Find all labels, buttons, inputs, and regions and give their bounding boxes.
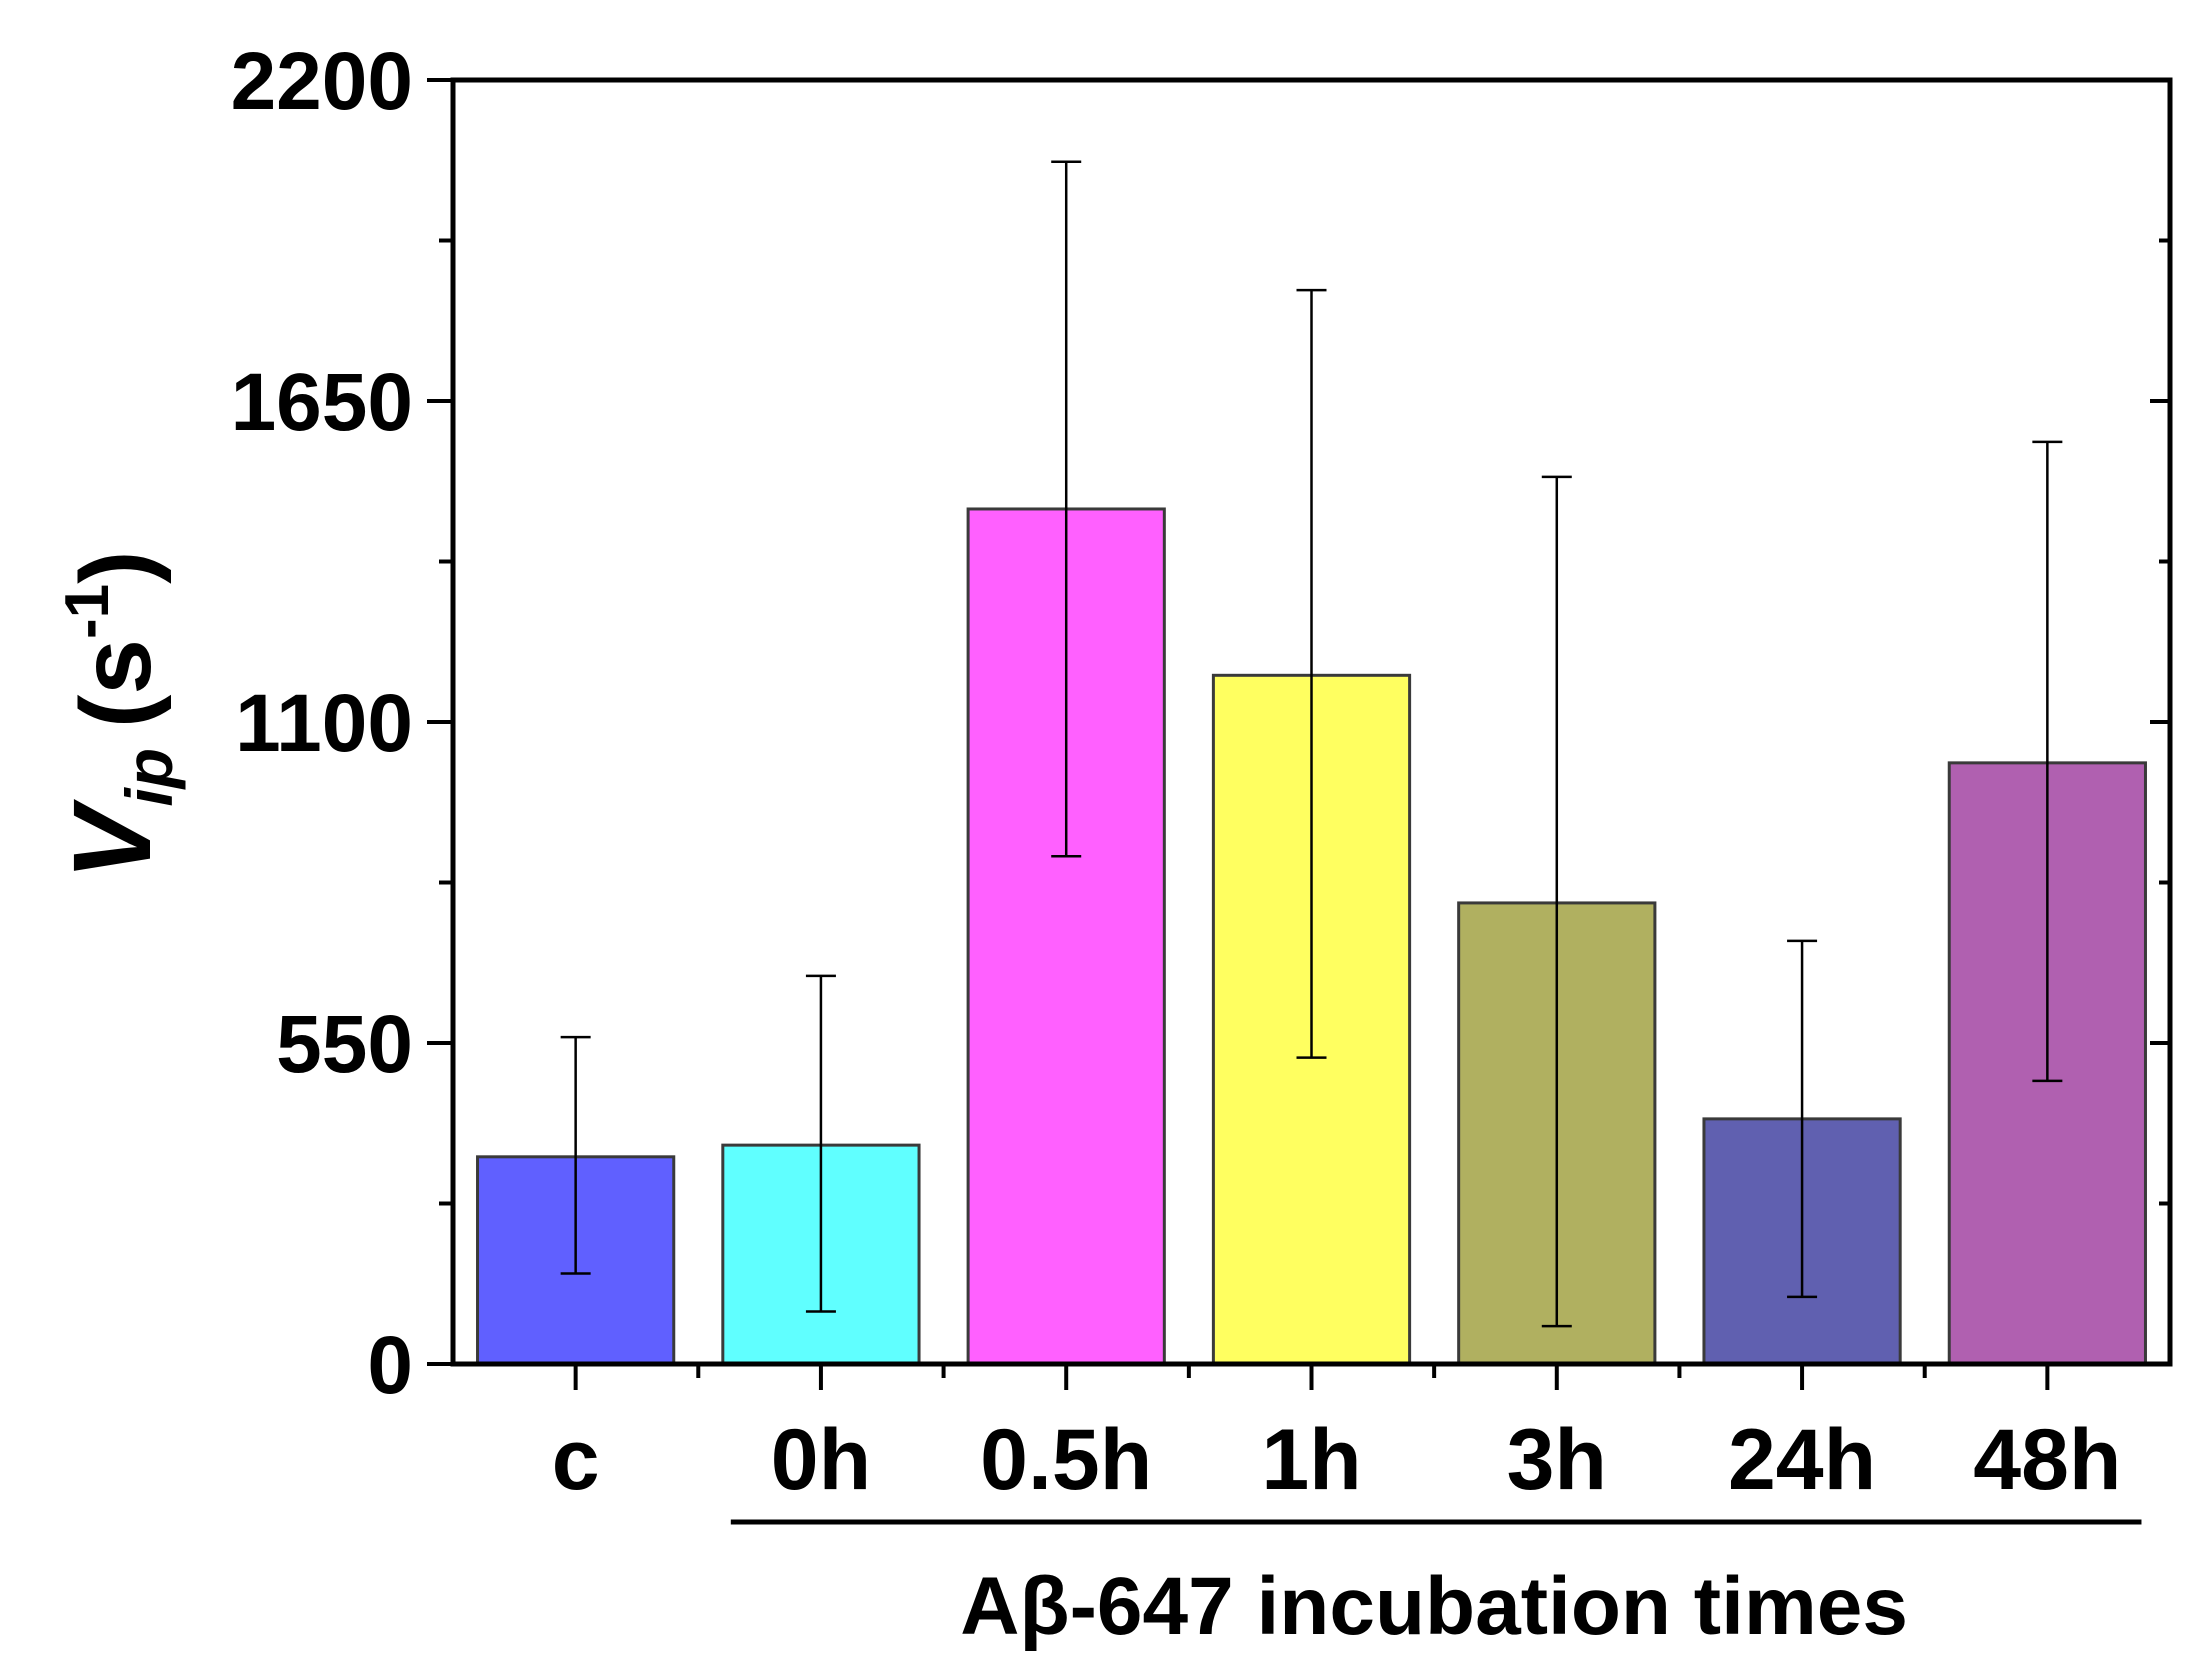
x-tick-label-48h: 48h: [1973, 1412, 2121, 1508]
x-tick-label-1h: 1h: [1261, 1412, 1361, 1508]
error-bar-48h: [2032, 440, 2063, 1083]
y-label-unit-sup: -1: [53, 584, 122, 639]
y-label-unit-close: ): [60, 551, 172, 584]
y-axis-label: Vip (s-1): [51, 551, 186, 880]
y-label-sub: ip: [112, 748, 186, 807]
error-bar-24h: [1787, 939, 1818, 1299]
x-tick-label-c: c: [552, 1412, 600, 1508]
y-tick-label-1100: 1100: [235, 678, 413, 769]
x-tick-label-24h: 24h: [1728, 1412, 1876, 1508]
error-bar-0h: [805, 974, 836, 1313]
error-bars: [560, 160, 2063, 1328]
y-tick-label-0: 0: [367, 1320, 413, 1411]
axes: c 0h 0.5h 1h 3h 24h 48h 0 550 1100 1650 2200: [231, 36, 2170, 1508]
x-axis-label: Aβ-647 incubation times: [960, 1561, 1908, 1652]
error-bar-1h: [1296, 288, 1327, 1059]
error-bar-c: [560, 1035, 591, 1275]
x-tick-label-3h: 3h: [1507, 1412, 1607, 1508]
x-tick-label-0h: 0h: [771, 1412, 871, 1508]
error-bar-3h: [1541, 475, 1572, 1328]
y-tick-label-550: 550: [276, 999, 413, 1090]
error-bar-0.5h: [1051, 160, 1082, 858]
y-tick-label-2200: 2200: [231, 36, 413, 127]
y-label-unit-open: (s: [60, 639, 172, 728]
y-tick-label-1650: 1650: [231, 357, 413, 448]
x-tick-label-0.5h: 0.5h: [980, 1412, 1152, 1508]
y-axis-label-text: Vip (s-1): [51, 551, 186, 880]
y-label-main: V: [51, 798, 174, 880]
